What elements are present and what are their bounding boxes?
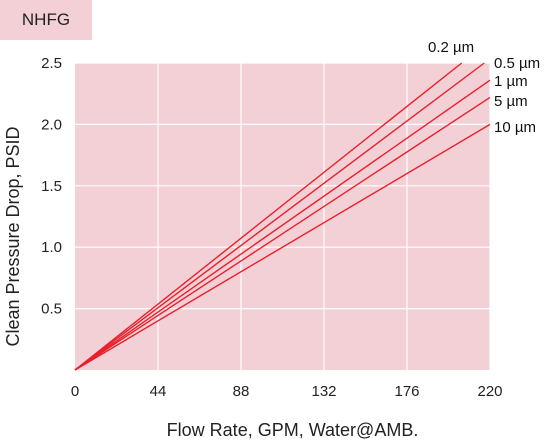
y-tick-label: 1.0 — [41, 239, 62, 256]
y-tick-label: 1.5 — [41, 178, 62, 195]
series-line — [74, 62, 463, 371]
x-tick-label: 44 — [150, 383, 167, 400]
y-axis-ticks: 0.5 1.0 1.5 2.0 2.5 — [41, 55, 62, 318]
series-line — [74, 62, 485, 371]
series-label: 0.5 µm — [494, 55, 540, 72]
x-tick-label: 88 — [233, 383, 250, 400]
series-labels: 0.2 µm 0.5 µm1 µm 5 µm 10 µm — [428, 39, 540, 136]
series-line — [74, 96, 491, 371]
x-tick-label: 132 — [311, 383, 336, 400]
x-axis-ticks: 0 44 88 132 176 220 — [71, 383, 503, 400]
series-label: 5 µm — [494, 93, 528, 110]
series-line — [74, 123, 491, 371]
x-axis-title: Flow Rate, GPM, Water@AMB. — [167, 420, 419, 440]
series-label: 0.2 µm — [428, 39, 474, 56]
series-line — [74, 79, 491, 371]
x-tick-label: 176 — [394, 383, 419, 400]
y-axis-title: Clean Pressure Drop, PSID — [3, 126, 23, 346]
series-label: 10 µm — [494, 119, 536, 136]
y-tick-label: 0.5 — [41, 301, 62, 318]
grid-lines — [75, 62, 491, 370]
series-label: 1 µm — [494, 73, 528, 90]
x-tick-label: 220 — [477, 383, 502, 400]
x-tick-label: 0 — [71, 383, 79, 400]
series-lines — [74, 62, 491, 371]
y-tick-label: 2.5 — [41, 55, 62, 72]
product-tag: NHFG — [0, 0, 92, 40]
y-tick-label: 2.0 — [41, 116, 62, 133]
